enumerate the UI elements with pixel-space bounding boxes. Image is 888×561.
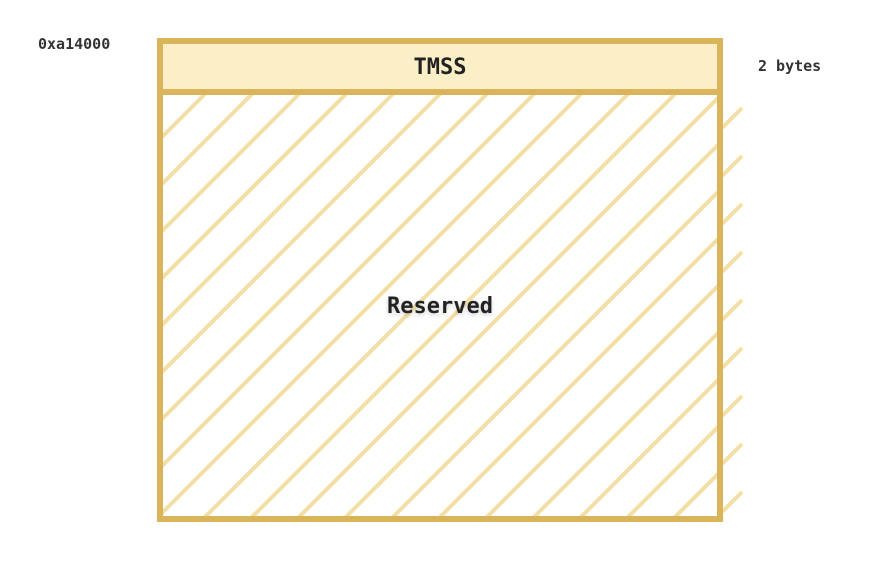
base-address-label: 0xa14000 [38, 35, 110, 53]
hatch-overflow-line [720, 490, 744, 514]
hatch-overflow-line [720, 442, 744, 466]
tmss-size-label: 2 bytes [758, 57, 821, 75]
hatch-line [160, 92, 162, 95]
hatch-overflow-line [720, 298, 744, 322]
hatch-line [295, 93, 720, 519]
hatch-overflow-line [720, 346, 744, 370]
hatch-line [389, 187, 720, 519]
hatch-line [160, 92, 491, 424]
hatch-line [160, 92, 397, 330]
hatch-line [718, 516, 720, 519]
reserved-hatch-pattern [160, 92, 720, 519]
hatch-line [160, 92, 256, 189]
hatch-line [342, 140, 720, 519]
hatch-overflow-line [720, 202, 744, 226]
hatch-line [436, 234, 720, 519]
hatch-line [248, 92, 679, 519]
hatch-line [160, 92, 350, 283]
hatch-line [160, 92, 303, 236]
reserved-region-background [160, 92, 720, 519]
hatch-line [483, 281, 720, 519]
hatch-line [624, 422, 720, 519]
reserved-region-label: Reserved [387, 294, 493, 319]
reserved-region: Reserved [157, 89, 723, 522]
hatch-line [201, 92, 632, 519]
hatch-overflow-pattern [720, 106, 744, 514]
tmss-region: TMSS [157, 38, 723, 95]
hatch-line [577, 375, 720, 519]
hatch-overflow-line [720, 106, 744, 130]
hatch-overflow-line [720, 154, 744, 178]
hatch-overflow-line [720, 394, 744, 418]
hatch-overflow-line [720, 250, 744, 274]
hatch-line [530, 328, 720, 519]
hatch-line [160, 92, 538, 471]
hatch-line [160, 92, 444, 377]
reserved-region-box [157, 89, 723, 522]
hatch-line [160, 92, 585, 518]
tmss-region-label: TMSS [414, 55, 467, 80]
